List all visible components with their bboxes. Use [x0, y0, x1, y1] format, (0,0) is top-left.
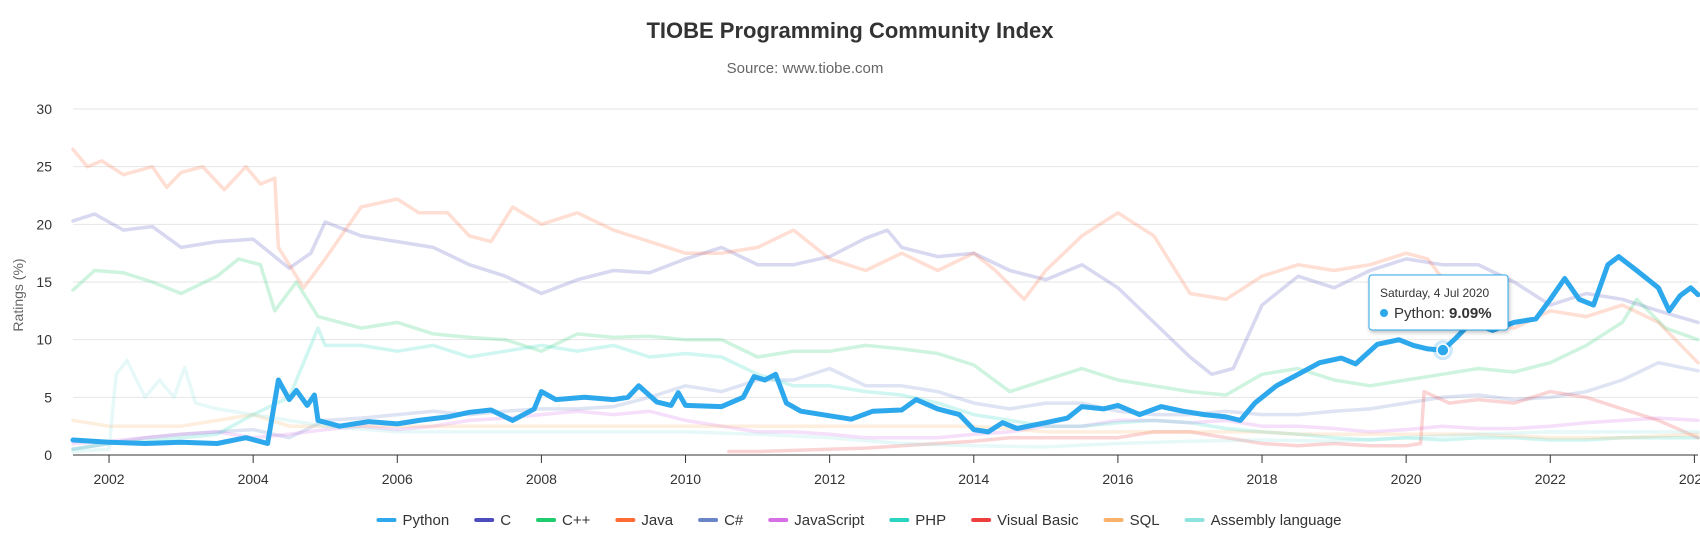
x-tick-label: 2012 [814, 471, 845, 487]
chart-title: TIOBE Programming Community Index [646, 18, 1054, 43]
y-tick-label: 30 [36, 101, 52, 117]
legend-label: Assembly language [1211, 512, 1342, 529]
legend-label: Python [402, 512, 449, 529]
legend-item-sql[interactable]: SQL [1103, 512, 1160, 529]
legend-item-c[interactable]: C [474, 512, 511, 529]
y-tick-label: 5 [44, 389, 52, 405]
series-line-java[interactable] [71, 147, 1700, 365]
legend: Python C C++ Java C# JavaScript PHP Visual Basi… [376, 512, 1342, 529]
tooltip-date: Saturday, 4 Jul 2020 [1380, 286, 1490, 300]
x-tick-label: 2010 [670, 471, 701, 487]
tooltip-box [1368, 274, 1509, 331]
legend-label: C [500, 512, 511, 529]
series-line-cpp[interactable] [71, 257, 1700, 397]
x-tick-label: 2002 [93, 471, 124, 487]
legend-item-c-sharp[interactable]: C# [698, 512, 744, 529]
x-tick-label: 2006 [382, 471, 413, 487]
x-tick-label: 2020 [1391, 471, 1422, 487]
legend-item-assembly-language[interactable]: Assembly language [1184, 512, 1342, 529]
tooltip-series-label: Python: [1394, 305, 1449, 322]
y-tick-label: 0 [44, 447, 52, 463]
x-tick-label: 2024 [1679, 471, 1700, 487]
legend-label: C# [724, 512, 744, 529]
hover-point [1436, 343, 1450, 357]
series-line-php[interactable] [71, 326, 1700, 451]
legend-item-cpp[interactable]: C++ [536, 512, 591, 529]
legend-item-python[interactable]: Python [376, 512, 449, 529]
x-tick-label: 2004 [238, 471, 269, 487]
legend-item-javascript[interactable]: JavaScript [768, 512, 865, 529]
legend-label: Visual Basic [997, 512, 1079, 529]
x-tick-label: 2016 [1102, 471, 1133, 487]
tooltip-series-dot [1380, 309, 1388, 317]
y-axis-title: Ratings (%) [10, 258, 26, 331]
grid-lines [73, 108, 1698, 398]
legend-label: SQL [1130, 512, 1160, 529]
hover-marker [1432, 340, 1453, 361]
tooltip: Saturday, 4 Jul 2020 Python: 9.09% [1368, 274, 1509, 331]
x-axis: 2002 2004 2006 2008 2010 2012 2014 2016 2018 2020… [73, 454, 1700, 487]
series-line-c-sharp[interactable] [71, 360, 1700, 451]
legend-label: PHP [915, 512, 946, 529]
x-tick-label: 2018 [1246, 471, 1277, 487]
x-tick-label: 2014 [958, 471, 989, 487]
series-line-sql[interactable] [71, 412, 1700, 440]
y-axis-ticks: 0 5 10 15 20 25 30 [36, 101, 52, 463]
tooltip-value-line: Python: 9.09% [1394, 305, 1492, 322]
chart-subtitle: Source: www.tiobe.com [727, 60, 884, 77]
legend-label: C++ [562, 512, 591, 529]
y-tick-label: 10 [36, 332, 52, 348]
y-tick-label: 20 [36, 216, 52, 232]
series-line-assembly-language[interactable] [71, 358, 1700, 454]
series-line-visual-basic[interactable] [727, 389, 1700, 454]
y-tick-label: 25 [36, 159, 52, 175]
legend-item-java[interactable]: Java [615, 512, 674, 529]
legend-label: Java [641, 512, 673, 529]
legend-label: JavaScript [794, 512, 865, 529]
y-tick-label: 15 [36, 274, 52, 290]
legend-item-visual-basic[interactable]: Visual Basic [971, 512, 1079, 529]
legend-item-php[interactable]: PHP [889, 512, 946, 529]
x-tick-label: 2008 [526, 471, 557, 487]
x-tick-label: 2022 [1535, 471, 1566, 487]
tooltip-value: 9.09% [1449, 305, 1492, 322]
series-line-c[interactable] [71, 212, 1700, 377]
